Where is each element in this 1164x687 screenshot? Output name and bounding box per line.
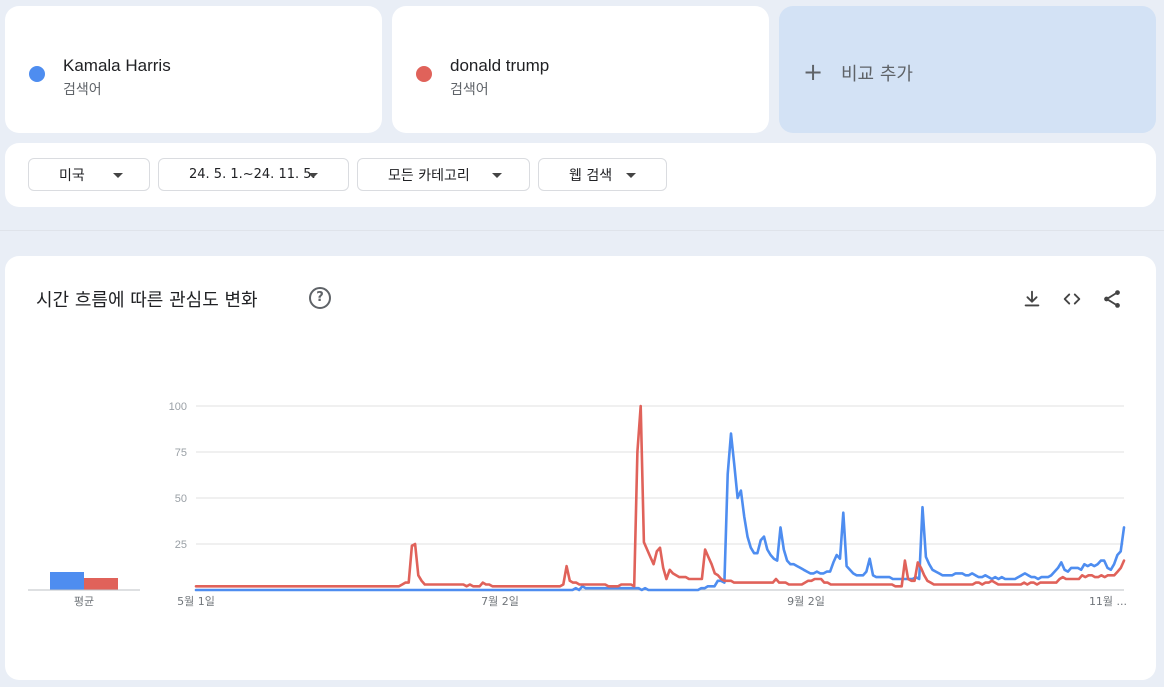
category-label: 모든 카테고리 [388,167,470,184]
harris-color-dot [29,66,45,82]
share-icon[interactable] [1101,288,1123,310]
caret-down-icon [113,173,123,178]
add-compare-label: 비교 추가 [841,64,913,85]
term-kind: 검색어 [63,82,102,98]
term-kind: 검색어 [450,82,489,98]
term-card-trump[interactable]: donald trump 검색어 [392,6,769,133]
add-compare-button[interactable]: + 비교 추가 [779,6,1156,133]
region-label: 미국 [59,167,85,184]
search-type-dropdown[interactable]: 웹 검색 [538,158,667,191]
category-dropdown[interactable]: 모든 카테고리 [357,158,530,191]
term-name[interactable]: donald trump [450,56,550,75]
period-dropdown[interactable]: 24. 5. 1.~24. 11. 5. [158,158,349,191]
filter-bar: 미국 24. 5. 1.~24. 11. 5. 모든 카테고리 웹 검색 [5,143,1156,207]
plus-icon: + [803,58,824,86]
term-card-harris[interactable]: Kamala Harris 검색어 [5,6,382,133]
caret-down-icon [308,173,318,178]
region-dropdown[interactable]: 미국 [28,158,150,191]
chart-title: 시간 흐름에 따른 관심도 변화 [36,290,258,311]
period-label: 24. 5. 1.~24. 11. 5. [189,167,316,182]
caret-down-icon [626,173,636,178]
interest-over-time-card: 시간 흐름에 따른 관심도 변화 ? [5,256,1156,680]
download-icon[interactable] [1021,288,1043,310]
caret-down-icon [492,173,502,178]
trump-color-dot [416,66,432,82]
help-icon[interactable]: ? [309,287,331,309]
embed-code-icon[interactable] [1061,288,1083,310]
section-divider [0,230,1164,231]
term-name[interactable]: Kamala Harris [63,56,171,75]
search-type-label: 웹 검색 [569,167,613,184]
